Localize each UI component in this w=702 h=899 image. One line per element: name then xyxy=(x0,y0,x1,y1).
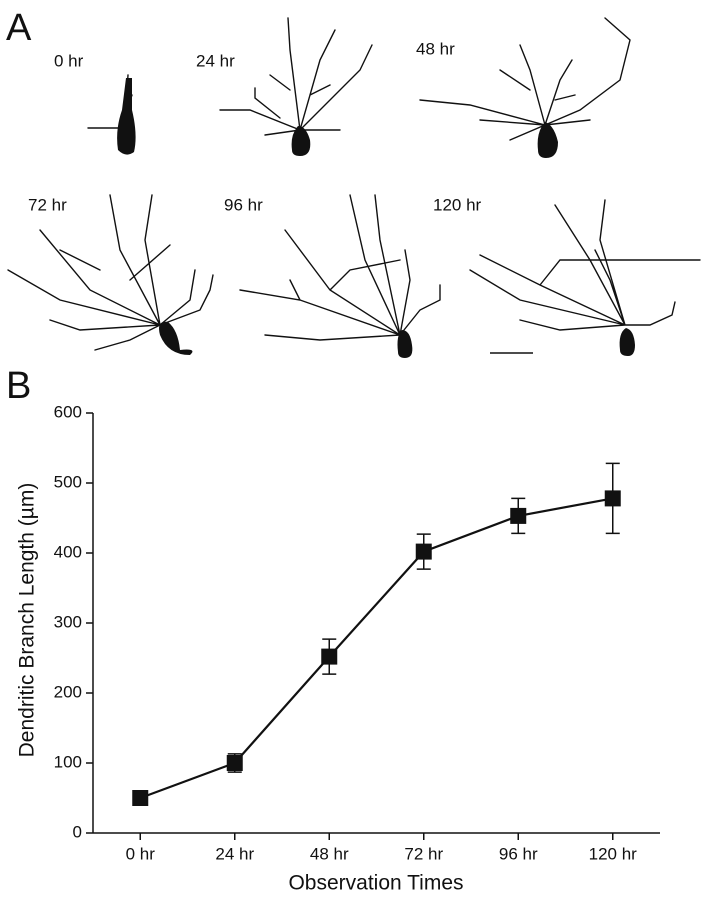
neuron-24hr xyxy=(219,17,373,156)
neuron-48hr xyxy=(419,17,631,158)
x-tick-label: 24 hr xyxy=(215,844,254,863)
time-label: 0 hr xyxy=(54,51,84,70)
marker xyxy=(604,490,621,507)
x-tick-label: 96 hr xyxy=(499,844,538,863)
panel-label: A xyxy=(6,7,32,49)
x-tick-label: 72 hr xyxy=(404,844,443,863)
neuron-96hr xyxy=(239,194,441,358)
x-axis-title: Observation Times xyxy=(288,872,463,895)
time-label: 48 hr xyxy=(416,39,455,58)
neuron-0hr xyxy=(87,74,136,155)
y-tick-label: 100 xyxy=(54,752,82,771)
neuron-120hr xyxy=(469,199,701,356)
y-tick-label: 600 xyxy=(54,402,82,421)
x-tick-label: 48 hr xyxy=(310,844,349,863)
marker xyxy=(321,648,338,665)
marker xyxy=(415,543,432,560)
marker xyxy=(510,507,527,524)
data-line xyxy=(139,497,613,800)
x-tick-label: 120 hr xyxy=(589,844,638,863)
neuron-72hr xyxy=(7,194,214,355)
y-tick-label: 300 xyxy=(54,612,82,631)
time-label: 24 hr xyxy=(196,51,235,70)
x-tick-label: 0 hr xyxy=(126,844,156,863)
y-axis-title: Dendritic Branch Length (µm) xyxy=(16,483,39,758)
y-tick-label: 200 xyxy=(54,682,82,701)
marker xyxy=(132,790,149,806)
y-tick-label: 500 xyxy=(54,472,82,491)
time-label: 72 hr xyxy=(28,195,67,214)
panel-label: B xyxy=(6,365,31,407)
marker xyxy=(226,755,243,771)
time-label: 96 hr xyxy=(224,195,263,214)
y-tick-label: 400 xyxy=(54,542,82,561)
time-label: 120 hr xyxy=(433,195,482,214)
y-tick-label: 0 xyxy=(73,822,82,841)
